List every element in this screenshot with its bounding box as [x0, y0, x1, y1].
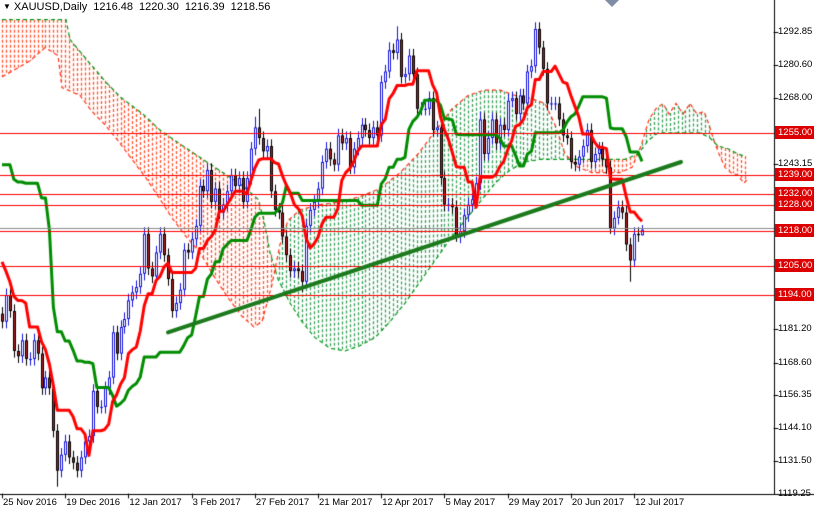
price-tick-label: 1168.60 [778, 356, 812, 368]
ohlc-close: 1218.56 [230, 1, 271, 13]
chart-shift-marker[interactable] [605, 0, 619, 7]
price-level-badge: 1228.00 [775, 197, 814, 211]
price-level-badge: 1255.00 [775, 125, 814, 139]
date-label: 19 Dec 2016 [66, 497, 121, 508]
price-tick-label: 1144.10 [778, 421, 812, 433]
date-label: 21 Mar 2017 [319, 497, 373, 508]
ohlc-high: 1220.30 [139, 1, 179, 13]
date-label: 12 Jan 2017 [129, 497, 182, 508]
date-label: 29 May 2017 [508, 497, 564, 508]
date-label: 5 May 2017 [445, 497, 496, 508]
price-tick-label: 1119.25 [778, 488, 811, 499]
date-label: 20 Jun 2017 [571, 497, 625, 508]
price-tick-label: 1243.15 [778, 158, 813, 170]
price-tick-label: 1292.85 [778, 26, 813, 37]
price-tick-label: 1131.50 [778, 455, 812, 467]
price-level-badge: 1194.00 [775, 288, 814, 302]
ohlc-open: 1216.48 [93, 1, 134, 13]
price-tick-label: 1268.00 [778, 92, 813, 104]
ohlc-low: 1216.39 [184, 1, 225, 13]
chart-title: ▼ XAUUSD,Daily 1216.48 1220.30 1216.39 1218.5… [3, 1, 270, 13]
symbol-timeframe-label: XAUUSD,Daily [13, 1, 88, 13]
price-level-badge: 1218.00 [775, 224, 814, 238]
price-tick-label: 1156.35 [778, 389, 812, 401]
date-label: 27 Feb 2017 [255, 497, 310, 508]
symbol-dropdown-arrow[interactable]: ▼ [3, 2, 11, 11]
price-tick-label: 1280.60 [778, 58, 813, 70]
price-level-badge: 1205.00 [775, 258, 814, 272]
date-label: 3 Feb 2017 [192, 497, 241, 508]
price-level-badge: 1232.00 [775, 186, 814, 200]
price-level-badge: 1239.00 [775, 168, 814, 182]
date-label: 25 Nov 2016 [3, 497, 57, 508]
date-label: 12 Apr 2017 [382, 497, 434, 508]
date-axis[interactable]: 25 Nov 2016 19 Dec 2016 12 Jan 2017 3 Feb 2… [0, 495, 814, 514]
price-tick-label: 1181.20 [778, 323, 812, 335]
date-label: 12 Jul 2017 [635, 497, 685, 508]
price-axis[interactable]: 1292.85 1280.60 1268.00 1243.15 1181.20 1168.… [775, 0, 814, 499]
